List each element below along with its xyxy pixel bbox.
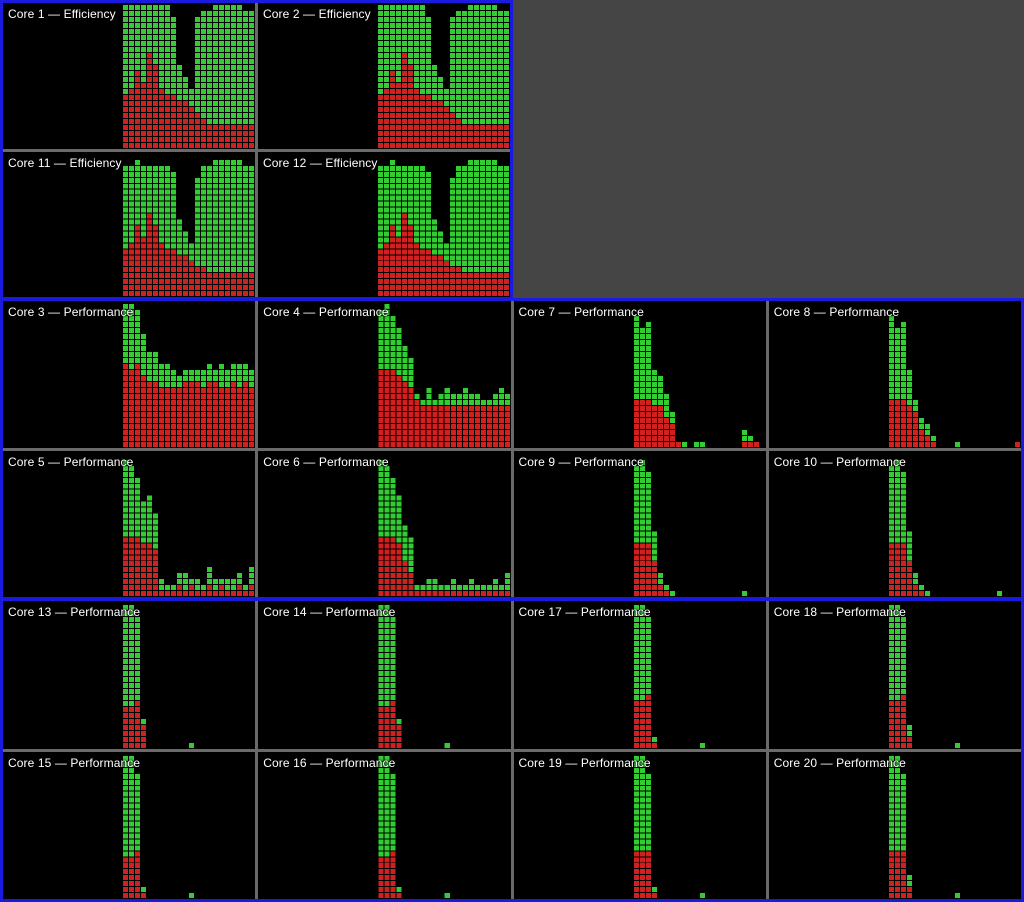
load-canvas bbox=[3, 751, 256, 899]
core-panel-3[interactable]: Core 3 — Performance bbox=[3, 301, 256, 448]
core-panel-18[interactable]: Core 18 — Performance bbox=[768, 601, 1021, 749]
core-load-graph-4 bbox=[258, 301, 511, 448]
core-load-graph-15 bbox=[3, 751, 256, 899]
core-panel-11[interactable]: Core 11 — Efficiency bbox=[3, 151, 255, 297]
group-performance-top: Core 3 — Performance Core 4 — Performance… bbox=[0, 298, 1024, 600]
load-canvas bbox=[768, 601, 1021, 749]
core-load-graph-12 bbox=[258, 151, 510, 297]
load-canvas bbox=[3, 601, 256, 749]
core-panel-7[interactable]: Core 7 — Performance bbox=[513, 301, 766, 448]
load-canvas bbox=[3, 3, 255, 149]
core-load-graph-3 bbox=[3, 301, 256, 448]
core-panel-8[interactable]: Core 8 — Performance bbox=[768, 301, 1021, 448]
core-panel-9[interactable]: Core 9 — Performance bbox=[513, 450, 766, 597]
core-load-graph-5 bbox=[3, 450, 256, 597]
load-canvas bbox=[258, 301, 511, 448]
core-panel-19[interactable]: Core 19 — Performance bbox=[513, 751, 766, 899]
load-canvas bbox=[768, 301, 1021, 448]
core-load-graph-11 bbox=[3, 151, 255, 297]
load-canvas bbox=[258, 601, 511, 749]
core-load-graph-17 bbox=[513, 601, 766, 749]
load-canvas bbox=[513, 301, 766, 448]
load-canvas bbox=[513, 601, 766, 749]
load-canvas bbox=[768, 751, 1021, 899]
load-canvas bbox=[258, 751, 511, 899]
core-load-graph-10 bbox=[768, 450, 1021, 597]
core-load-graph-20 bbox=[768, 751, 1021, 899]
core-panel-14[interactable]: Core 14 — Performance bbox=[258, 601, 511, 749]
core-load-graph-16 bbox=[258, 751, 511, 899]
core-load-graph-7 bbox=[513, 301, 766, 448]
load-canvas bbox=[3, 151, 255, 297]
load-canvas bbox=[258, 3, 510, 149]
core-load-graph-18 bbox=[768, 601, 1021, 749]
core-panel-17[interactable]: Core 17 — Performance bbox=[513, 601, 766, 749]
core-panel-16[interactable]: Core 16 — Performance bbox=[258, 751, 511, 899]
core-panel-15[interactable]: Core 15 — Performance bbox=[3, 751, 256, 899]
core-load-graph-19 bbox=[513, 751, 766, 899]
core-load-graph-8 bbox=[768, 301, 1021, 448]
core-load-graph-2 bbox=[258, 3, 510, 149]
core-load-graph-14 bbox=[258, 601, 511, 749]
core-panel-1[interactable]: Core 1 — Efficiency bbox=[3, 3, 255, 149]
load-canvas bbox=[768, 450, 1021, 597]
core-panel-20[interactable]: Core 20 — Performance bbox=[768, 751, 1021, 899]
core-load-graph-1 bbox=[3, 3, 255, 149]
core-panel-6[interactable]: Core 6 — Performance bbox=[258, 450, 511, 597]
core-load-graph-9 bbox=[513, 450, 766, 597]
group-performance-bottom: Core 13 — Performance Core 14 — Performan… bbox=[0, 598, 1024, 902]
core-panel-13[interactable]: Core 13 — Performance bbox=[3, 601, 256, 749]
core-load-graph-6 bbox=[258, 450, 511, 597]
core-panel-10[interactable]: Core 10 — Performance bbox=[768, 450, 1021, 597]
core-load-graph-13 bbox=[3, 601, 256, 749]
load-canvas bbox=[513, 751, 766, 899]
group-efficiency: Core 1 — Efficiency Core 2 — Efficiency Co… bbox=[0, 0, 513, 300]
core-panel-12[interactable]: Core 12 — Efficiency bbox=[258, 151, 510, 297]
core-panel-2[interactable]: Core 2 — Efficiency bbox=[258, 3, 510, 149]
load-canvas bbox=[3, 301, 256, 448]
core-panel-4[interactable]: Core 4 — Performance bbox=[258, 301, 511, 448]
load-canvas bbox=[258, 151, 510, 297]
load-canvas bbox=[3, 450, 256, 597]
load-canvas bbox=[513, 450, 766, 597]
load-canvas bbox=[258, 450, 511, 597]
core-panel-5[interactable]: Core 5 — Performance bbox=[3, 450, 256, 597]
